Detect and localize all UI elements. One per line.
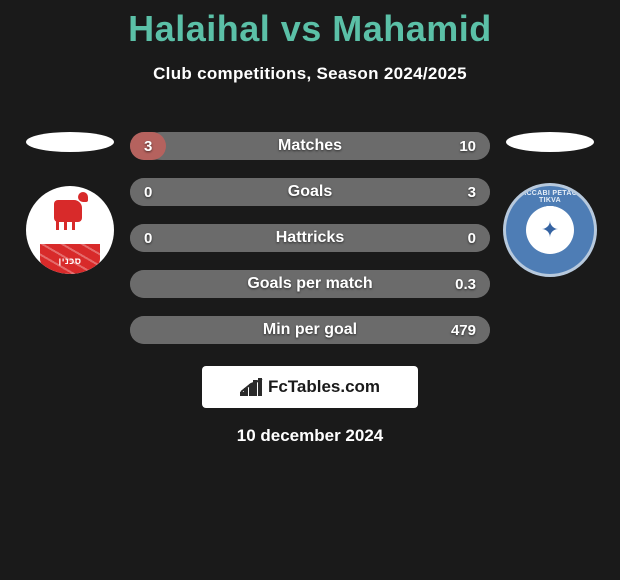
stat-value-left: 3	[144, 138, 152, 155]
stat-value-left: 0	[144, 184, 152, 201]
star-icon: ✦	[541, 217, 559, 243]
club-badge-right-wrap[interactable]: MACCABI PETACH-TIKVA ✦	[500, 180, 600, 280]
stat-value-left: 0	[144, 230, 152, 247]
stat-bar: Goals per match0.3	[130, 270, 490, 298]
stat-bar: Matches3 10	[130, 132, 490, 160]
club-badge-right: MACCABI PETACH-TIKVA ✦	[503, 183, 597, 277]
club-badge-left: סכנין	[26, 186, 114, 274]
season-subtitle: Club competitions, Season 2024/2025	[153, 64, 467, 84]
comparison-card: Halaihal vs Mahamid Club competitions, S…	[0, 0, 620, 580]
goat-icon	[50, 192, 90, 228]
stat-label: Hattricks	[130, 229, 490, 247]
stat-value-right: 0	[468, 230, 476, 247]
page-title: Halaihal vs Mahamid	[128, 8, 492, 50]
stats-column: Matches310Goals03Hattricks00Goals per ma…	[130, 132, 490, 344]
date-label: 10 december 2024	[237, 426, 384, 446]
stat-value-right: 0.3	[455, 276, 476, 293]
stat-value-right: 10	[459, 138, 476, 155]
club-badge-left-wrap[interactable]: סכנין	[20, 180, 120, 280]
content-row: סכנין Matches310Goals03Hattricks00Goals …	[0, 132, 620, 344]
club-badge-right-text: MACCABI PETACH-TIKVA	[506, 190, 594, 204]
player-right-col: MACCABI PETACH-TIKVA ✦	[490, 132, 610, 344]
brand-text: FcTables.com	[268, 377, 380, 397]
stat-value-right: 479	[451, 322, 476, 339]
player-left-marker	[26, 132, 114, 152]
stat-label: Goals per match	[130, 275, 490, 293]
stat-value-right: 3	[468, 184, 476, 201]
stat-label: Min per goal	[130, 321, 490, 339]
player-left-col: סכנין	[10, 132, 130, 344]
chart-icon	[240, 378, 262, 396]
club-badge-left-text: סכנין	[26, 256, 114, 266]
stat-label: Goals	[130, 183, 490, 201]
stat-bar: Hattricks0 0	[130, 224, 490, 252]
badge-inner-circle: ✦	[526, 206, 574, 254]
brand-link[interactable]: FcTables.com	[202, 366, 418, 408]
stat-bar: Goals0 3	[130, 178, 490, 206]
stat-bar: Min per goal479	[130, 316, 490, 344]
player-right-marker	[506, 132, 594, 152]
stat-label: Matches	[130, 137, 490, 155]
